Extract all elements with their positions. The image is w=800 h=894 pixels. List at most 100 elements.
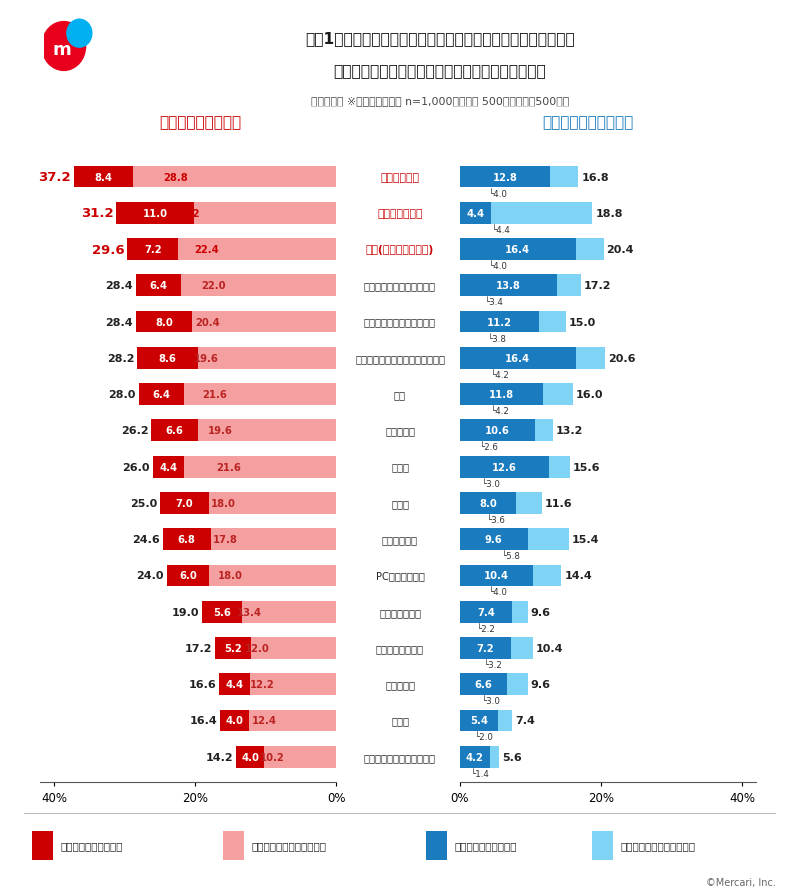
Bar (460, 166, 550, 189)
Text: └3.8: └3.8 (488, 334, 506, 343)
Bar (426, 831, 447, 860)
Text: PC・タブレット: PC・タブレット (375, 570, 425, 581)
Bar (460, 420, 534, 442)
Text: 9.6: 9.6 (485, 535, 502, 544)
Text: └4.4: └4.4 (492, 225, 511, 234)
Bar (74, 166, 133, 189)
Text: 精肉、肉加工品: 精肉、肉加工品 (378, 208, 422, 218)
Text: 15.6: 15.6 (573, 462, 600, 472)
Bar (214, 637, 251, 659)
Text: ハンドメイド・クラフト品: ハンドメイド・クラフト品 (364, 752, 436, 762)
Text: └4.2: └4.2 (490, 407, 510, 416)
Bar (460, 275, 582, 297)
Text: 18.0: 18.0 (218, 570, 242, 581)
Bar (460, 239, 604, 261)
Text: 11.6: 11.6 (545, 498, 572, 509)
Bar (167, 565, 336, 586)
Text: 4.0: 4.0 (241, 752, 259, 762)
Text: 14.4: 14.4 (564, 570, 592, 581)
Text: 19.6: 19.6 (194, 353, 218, 364)
Bar (460, 528, 569, 551)
Text: 5.2: 5.2 (224, 643, 242, 654)
Text: 16.0: 16.0 (575, 390, 603, 400)
Text: 12.2: 12.2 (250, 679, 274, 689)
Text: 16.4: 16.4 (506, 353, 530, 364)
Bar (219, 673, 250, 696)
Text: 鮮魚、魚介類・シーフード加工品: 鮮魚、魚介類・シーフード加工品 (355, 353, 445, 364)
Bar (136, 311, 336, 333)
Bar (460, 710, 512, 731)
Bar (460, 384, 543, 406)
FancyBboxPatch shape (430, 107, 746, 139)
Bar (236, 746, 264, 768)
Text: 13.8: 13.8 (496, 281, 521, 291)
Bar (167, 565, 209, 586)
Text: 16.8: 16.8 (582, 173, 609, 182)
Bar (202, 601, 242, 623)
Text: 10.4: 10.4 (484, 570, 509, 581)
Bar (460, 348, 575, 369)
Text: スマホ・携帯: スマホ・携帯 (382, 535, 418, 544)
Bar (31, 831, 53, 860)
Bar (460, 166, 578, 189)
Text: m: m (52, 41, 71, 59)
Text: （単一回答 ※マトリクス回答 n=1,000（利用者 500、非利用者500））: （単一回答 ※マトリクス回答 n=1,000（利用者 500、非利用者500）） (311, 96, 569, 105)
Bar (460, 203, 491, 224)
Text: 書籍・エンタメ: 書籍・エンタメ (379, 607, 421, 617)
Text: インテリア: インテリア (385, 426, 415, 436)
Text: 装飾品: 装飾品 (391, 716, 409, 726)
Bar (162, 528, 210, 551)
Bar (160, 493, 336, 514)
Text: 31.2: 31.2 (81, 207, 114, 220)
Text: 15.4: 15.4 (571, 535, 599, 544)
Bar (138, 348, 336, 369)
Bar (460, 493, 542, 514)
Bar (136, 275, 336, 297)
Text: 16.6: 16.6 (189, 679, 216, 689)
Bar (460, 456, 549, 478)
Text: └3.2: └3.2 (484, 660, 502, 670)
Text: └1.4: └1.4 (471, 769, 490, 778)
Text: 6.8: 6.8 (178, 535, 195, 544)
Text: 21.6: 21.6 (202, 390, 227, 400)
Text: ややこだわるようになった: ややこだわるようになった (252, 839, 327, 850)
Text: 6.4: 6.4 (152, 390, 170, 400)
Circle shape (67, 21, 92, 48)
Text: 12.8: 12.8 (493, 173, 518, 182)
Bar (460, 710, 498, 731)
Text: 9.6: 9.6 (530, 679, 550, 689)
Text: 12.6: 12.6 (492, 462, 517, 472)
Text: └3.6: └3.6 (486, 515, 506, 524)
Text: 18.0: 18.0 (211, 498, 236, 509)
Text: 6.4: 6.4 (150, 281, 167, 291)
Text: 6.0: 6.0 (179, 570, 197, 581)
Text: └4.0: └4.0 (490, 262, 508, 271)
Text: 産直品、お取り寄せグルメ: 産直品、お取り寄せグルメ (364, 317, 436, 327)
Text: 20.4: 20.4 (606, 245, 634, 255)
Text: 旅行・レジャー・スポーツ: 旅行・レジャー・スポーツ (364, 281, 436, 291)
Circle shape (42, 22, 86, 72)
Text: 28.2: 28.2 (107, 353, 134, 364)
Text: 17.8: 17.8 (213, 535, 238, 544)
Text: ゲーム・おもちゃ: ゲーム・おもちゃ (376, 643, 424, 654)
Text: フリマアプリ利用者: フリマアプリ利用者 (159, 114, 241, 130)
Text: 7.0: 7.0 (176, 498, 194, 509)
Text: ややこだわるようになった: ややこだわるようになった (620, 839, 695, 850)
Text: 化粧品: 化粧品 (391, 498, 409, 509)
Bar (460, 673, 506, 696)
Bar (460, 311, 566, 333)
Bar (138, 384, 184, 406)
Bar (221, 710, 336, 731)
Text: ファッション: ファッション (381, 173, 419, 182)
Text: 16.4: 16.4 (506, 245, 530, 255)
Text: 11.0: 11.0 (142, 208, 167, 218)
Bar (460, 420, 553, 442)
Text: 4.0: 4.0 (226, 716, 243, 726)
Bar (460, 275, 558, 297)
Text: 20.4: 20.4 (195, 317, 220, 327)
Text: 7.2: 7.2 (477, 643, 494, 654)
Text: 4.4: 4.4 (226, 679, 243, 689)
Bar (460, 746, 499, 768)
Text: └5.8: └5.8 (502, 552, 521, 561)
Bar (151, 420, 198, 442)
